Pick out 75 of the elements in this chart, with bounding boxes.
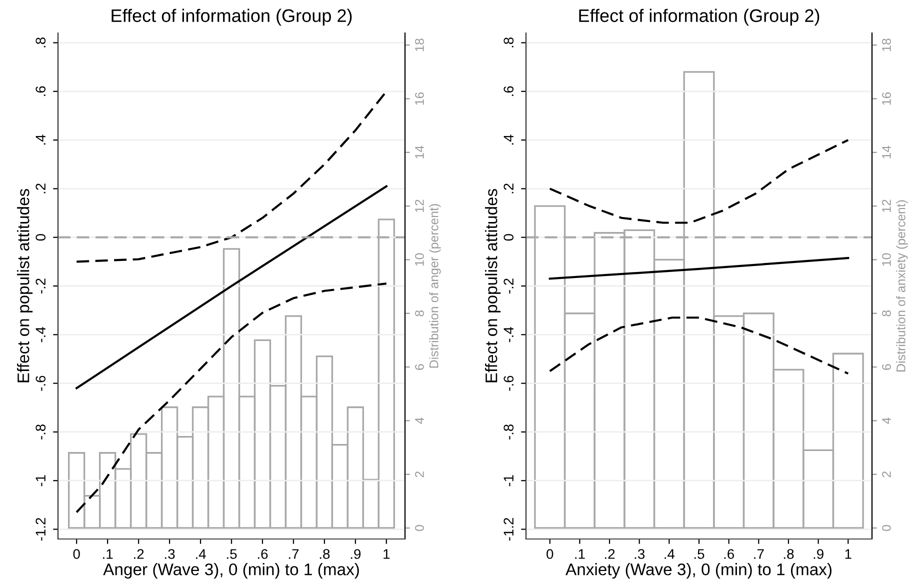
x-tick-label: .6 [724, 549, 734, 559]
y-tick-label: -1.2 [504, 518, 514, 541]
x-tick-label: .9 [350, 549, 361, 559]
y2-tick-label: 18 [882, 38, 891, 52]
y-tick-label: -.2 [504, 278, 514, 294]
line-series [548, 316, 850, 375]
y-tick-label: -.6 [504, 376, 514, 391]
chart-title: Effect of information (Group 2) [579, 8, 820, 26]
y2-tick-label: 18 [415, 38, 424, 52]
x-tick-label: .3 [634, 549, 645, 559]
x-tick-label: .5 [226, 549, 237, 559]
y-tick-label: .4 [504, 134, 514, 145]
y2-axis-title: Distribution of anxiety (percent) [896, 200, 908, 372]
x-tick-label: .7 [288, 549, 299, 559]
y-tick-label: .6 [504, 86, 514, 96]
y2-tick-label: 0 [882, 525, 891, 531]
line-series [76, 282, 388, 514]
y2-tick-label: 4 [882, 418, 891, 424]
x-tick-label: .9 [814, 549, 824, 559]
x-tick-label: .3 [165, 549, 175, 559]
y2-tick-label: 2 [415, 471, 424, 478]
x-tick-label: 0 [546, 549, 554, 559]
y2-tick-label: 8 [882, 310, 891, 316]
x-tick-label: 0 [73, 549, 80, 559]
x-tick-label: .1 [575, 549, 585, 559]
y-tick-label: -1 [36, 475, 46, 486]
y2-tick-label: 16 [882, 92, 891, 105]
x-tick-label: .1 [103, 549, 113, 559]
y-tick-label: -.8 [36, 424, 46, 440]
y-tick-label: 0 [504, 234, 514, 241]
x-tick-label: .2 [134, 549, 144, 559]
x-axis-title: Anxiety (Wave 3), 0 (min) to 1 (max) [566, 563, 832, 579]
y2-tick-label: 2 [882, 471, 891, 478]
x-tick-label: 1 [845, 549, 852, 559]
y2-tick-label: 8 [415, 310, 424, 316]
y-tick-label: -.8 [504, 424, 514, 440]
y-tick-label: .2 [36, 184, 46, 194]
y2-tick-label: 14 [882, 146, 891, 158]
y2-axis-title: Distribution of anger (percent) [429, 204, 441, 368]
y2-tick-label: 12 [882, 200, 891, 212]
y-tick-label: -.2 [36, 278, 46, 294]
x-tick-label: .8 [320, 549, 330, 559]
y-tick-label: -1 [504, 475, 514, 486]
y2-tick-label: 14 [415, 146, 424, 158]
x-tick-label: .6 [258, 549, 268, 559]
y2-tick-label: 6 [415, 364, 424, 370]
y2-tick-label: 10 [882, 253, 891, 266]
x-tick-label: .8 [784, 549, 794, 559]
y-axis-title: Effect on populist attitudes [485, 188, 501, 382]
y-tick-label: .8 [504, 38, 514, 48]
y-tick-label: .2 [504, 184, 514, 194]
y2-tick-label: 16 [415, 92, 424, 105]
y-tick-label: -.4 [36, 326, 46, 342]
x-tick-label: .2 [604, 549, 615, 559]
y-axis-title: Effect on populist attitudes [17, 188, 33, 382]
x-tick-label: .7 [754, 549, 764, 559]
line-series [548, 138, 850, 224]
x-tick-label: .4 [196, 549, 206, 559]
x-tick-label: .4 [664, 549, 675, 559]
x-tick-label: 1 [384, 549, 390, 559]
y-tick-label: -.4 [504, 326, 514, 342]
y2-tick-label: 10 [415, 253, 424, 266]
y-tick-label: 0 [36, 234, 46, 241]
y2-tick-label: 0 [415, 525, 424, 531]
y2-tick-label: 4 [415, 418, 424, 424]
y-tick-label: .8 [36, 38, 46, 48]
y-tick-label: .6 [36, 86, 46, 96]
x-axis-title: Anger (Wave 3), 0 (min) to 1 (max) [103, 563, 359, 579]
y2-tick-label: 6 [882, 364, 891, 370]
y-tick-label: .4 [36, 134, 46, 145]
x-tick-label: .5 [694, 549, 704, 559]
y2-tick-label: 12 [415, 200, 424, 212]
chart-title: Effect of information (Group 2) [112, 8, 352, 26]
y-tick-label: -1.2 [36, 518, 46, 541]
y-tick-label: -.6 [36, 376, 46, 391]
